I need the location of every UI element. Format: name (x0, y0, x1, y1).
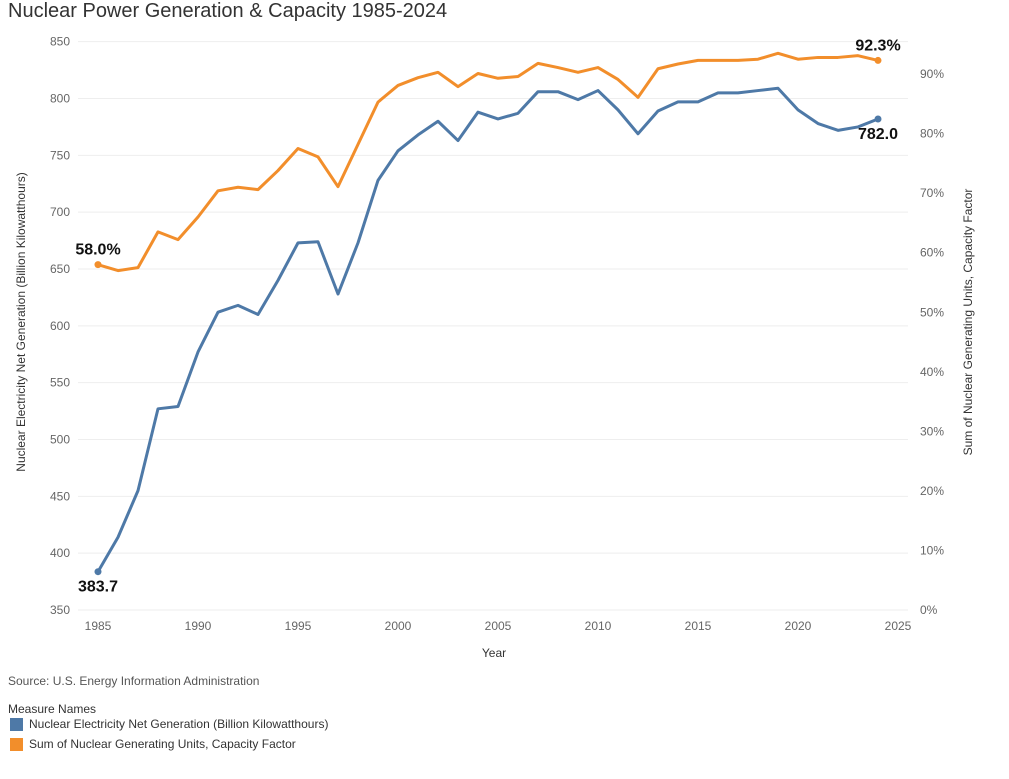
data-label: 383.7 (78, 579, 118, 596)
endpoint-marker (94, 568, 102, 576)
endpoint-marker (94, 261, 102, 269)
y-left-tick-label: 550 (50, 376, 70, 390)
data-label: 782.0 (858, 126, 898, 143)
y-right-tick-label: 60% (920, 246, 944, 260)
y-right-tick-label: 10% (920, 543, 944, 557)
y-right-tick-label: 80% (920, 127, 944, 141)
x-tick-label: 2010 (585, 619, 612, 633)
legend-label-generation: Nuclear Electricity Net Generation (Bill… (29, 717, 329, 731)
y-left-tick-label: 650 (50, 262, 70, 276)
y-axis-right: 0% 10% 20% 30% 40% 50% 60% 70% 80% 90% (920, 67, 944, 617)
y-axis-left: 350 400 450 500 550 600 650 700 750 800 850 (50, 35, 70, 617)
y-left-tick-label: 450 (50, 489, 70, 503)
x-tick-label: 2005 (485, 619, 512, 633)
y-right-tick-label: 40% (920, 365, 944, 379)
x-tick-label: 1985 (85, 619, 112, 633)
source-note: Source: U.S. Energy Information Administ… (8, 674, 260, 688)
y-axis-right-label: Sum of Nuclear Generating Units, Capacit… (961, 189, 975, 456)
series-layer (96, 51, 880, 574)
y-right-tick-label: 0% (920, 603, 938, 617)
x-tick-label: 1995 (285, 619, 312, 633)
legend-item-generation[interactable]: Nuclear Electricity Net Generation (Bill… (10, 717, 328, 731)
endpoint-marker (874, 115, 882, 123)
x-axis-label: Year (482, 646, 506, 660)
legend-title: Measure Names (8, 702, 97, 716)
x-axis: 1985 1990 1995 2000 2005 2010 2015 2020 2025 (85, 619, 912, 633)
x-tick-label: 2025 (885, 619, 912, 633)
endpoint-marker (874, 56, 882, 64)
y-right-tick-label: 90% (920, 67, 944, 81)
y-left-tick-label: 700 (50, 205, 70, 219)
y-left-tick-label: 500 (50, 433, 70, 447)
data-label: 92.3% (855, 37, 900, 54)
y-left-tick-label: 350 (50, 603, 70, 617)
x-tick-label: 1990 (185, 619, 212, 633)
y-left-tick-label: 600 (50, 319, 70, 333)
x-tick-label: 2015 (685, 619, 712, 633)
x-tick-label: 2020 (785, 619, 812, 633)
y-right-tick-label: 70% (920, 186, 944, 200)
legend-swatch-generation (10, 717, 23, 731)
annotation-layer: 383.7 782.0 58.0% 92.3% (75, 37, 900, 595)
gridlines (78, 41, 908, 611)
x-tick-label: 2000 (385, 619, 412, 633)
y-left-tick-label: 750 (50, 148, 70, 162)
legend-label-capacity-factor: Sum of Nuclear Generating Units, Capacit… (29, 737, 296, 751)
y-left-tick-label: 850 (50, 35, 70, 49)
series-line-generation (96, 86, 880, 574)
y-left-tick-label: 800 (50, 92, 70, 106)
legend-item-capacity-factor[interactable]: Sum of Nuclear Generating Units, Capacit… (10, 737, 296, 751)
y-right-tick-label: 50% (920, 305, 944, 319)
y-right-tick-label: 20% (920, 484, 944, 498)
y-left-tick-label: 400 (50, 546, 70, 560)
series-line-capacity-factor (96, 51, 880, 273)
y-right-tick-label: 30% (920, 424, 944, 438)
line-chart: 350 400 450 500 550 600 650 700 750 800 850 0% 10% 2… (14, 35, 975, 660)
y-axis-left-label: Nuclear Electricity Net Generation (Bill… (14, 172, 28, 471)
legend-swatch-capacity-factor (10, 737, 23, 751)
data-label: 58.0% (75, 242, 120, 259)
chart-title: Nuclear Power Generation & Capacity 1985… (8, 0, 448, 22)
